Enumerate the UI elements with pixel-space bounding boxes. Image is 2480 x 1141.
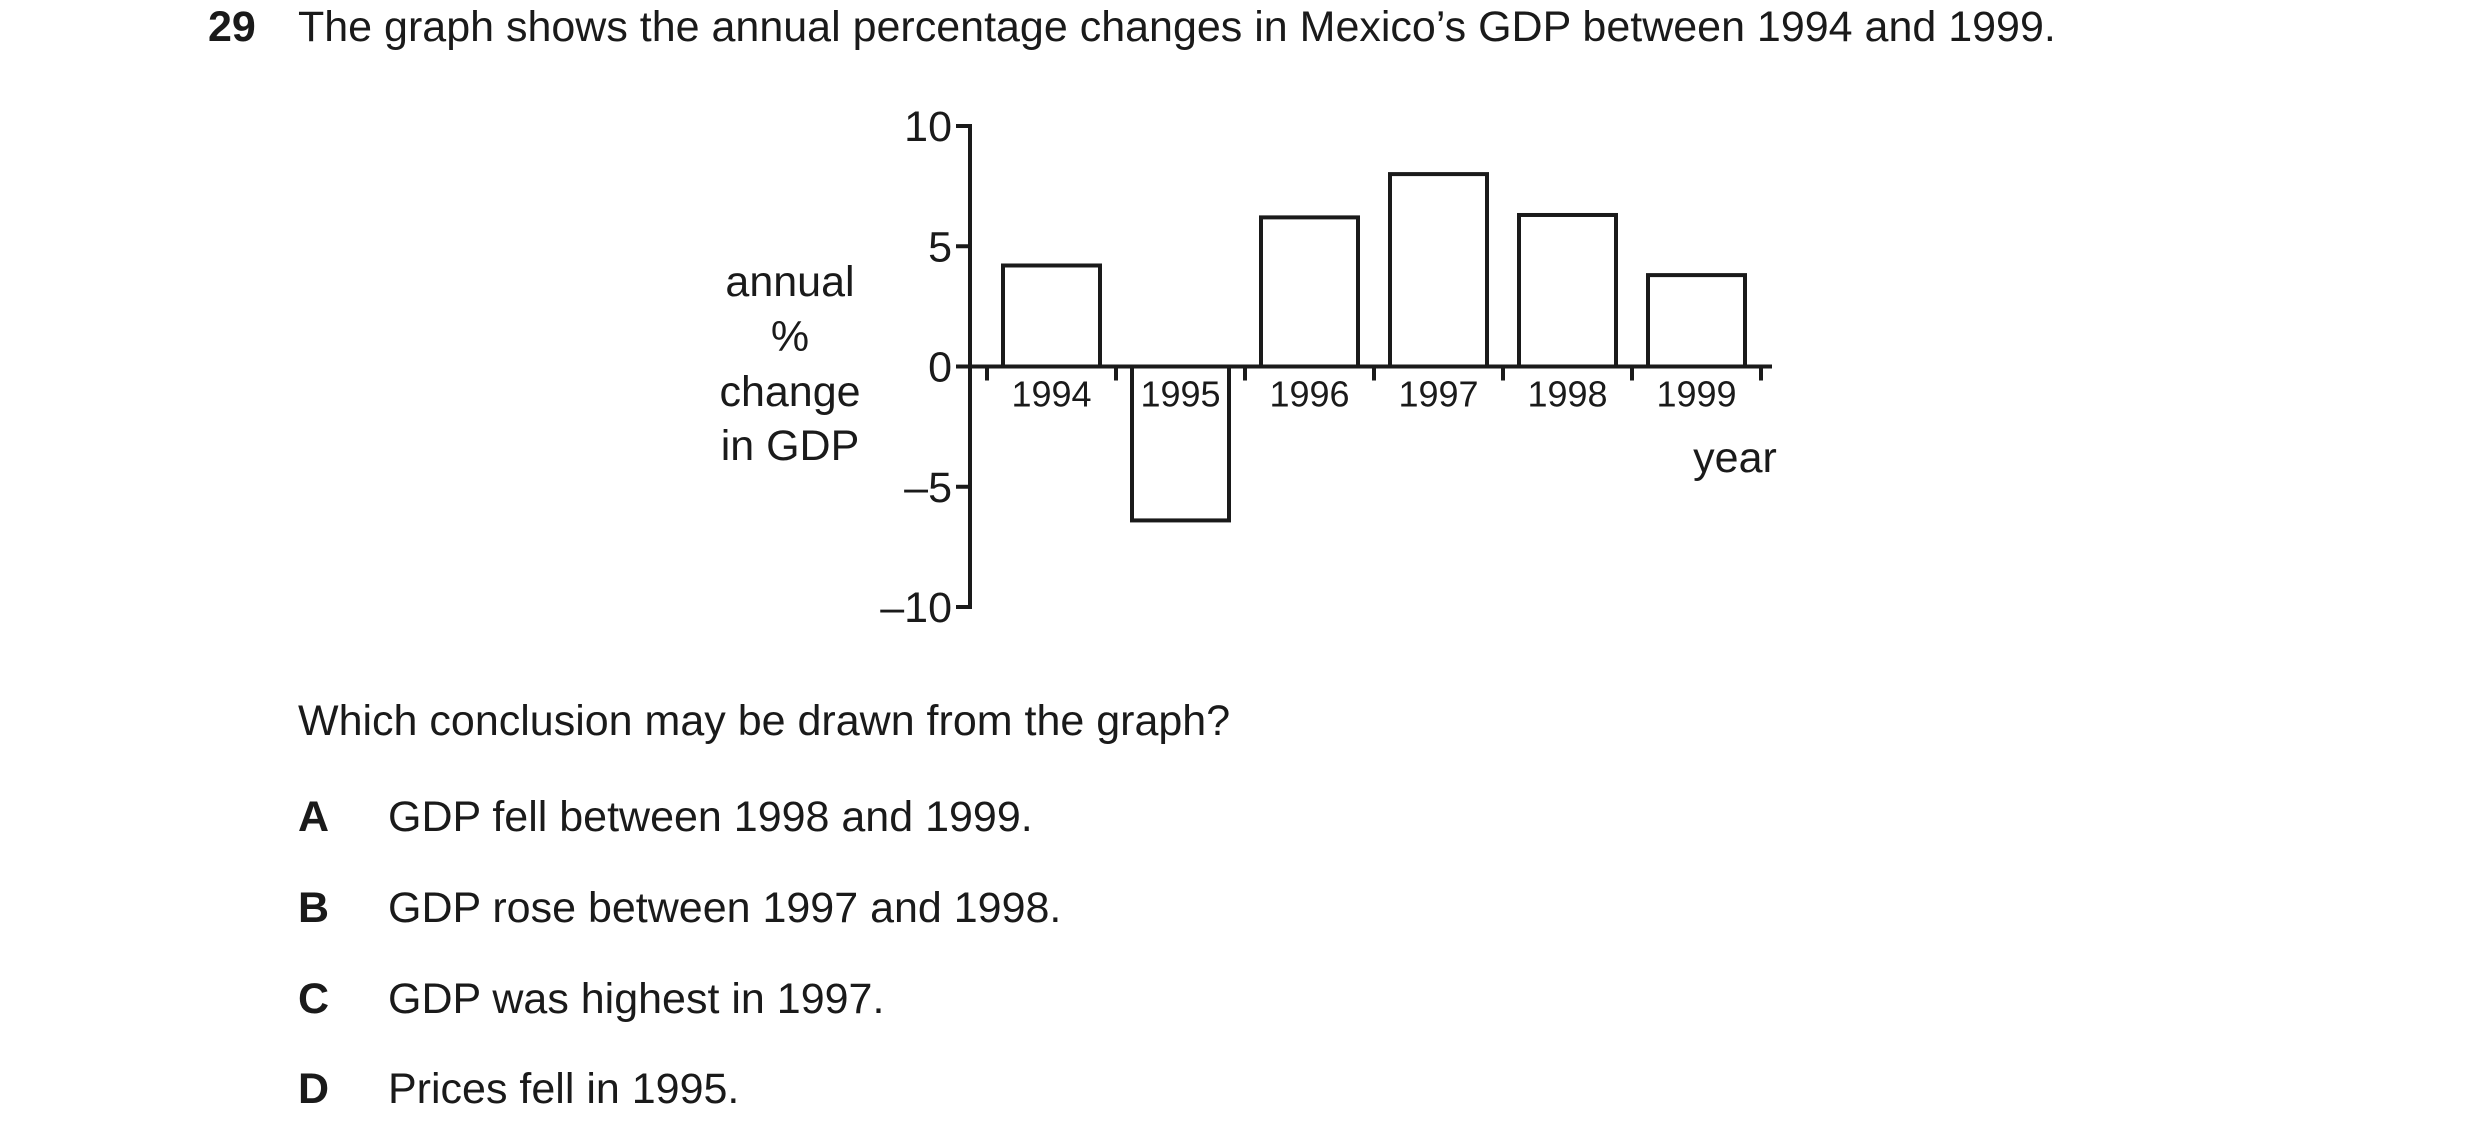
option-a[interactable]: A GDP fell between 1998 and 1999. bbox=[298, 792, 1033, 842]
gdp-bar-chart: annual% change in GDP 1994 1995 1996 1997 1998… bbox=[719, 103, 1777, 632]
bar-1995 bbox=[1130, 364, 1231, 523]
y-axis-label-line: in GDP bbox=[721, 422, 860, 470]
y-tick-label: 5 bbox=[928, 223, 952, 271]
x-axis-ticks: 1994 1995 1996 1997 1998 1999 bbox=[985, 366, 1763, 415]
x-tick-label: 1997 bbox=[1398, 374, 1478, 415]
bar-1996 bbox=[1259, 215, 1360, 369]
y-tick-label: –5 bbox=[904, 464, 952, 512]
x-tick-label: 1994 bbox=[1011, 374, 1091, 415]
option-text: GDP fell between 1998 and 1999. bbox=[388, 793, 1033, 841]
y-tick-label: 0 bbox=[928, 344, 952, 392]
x-axis-label: year bbox=[1693, 434, 1777, 482]
bar-1997 bbox=[1388, 172, 1489, 369]
y-tick-label: 10 bbox=[904, 103, 952, 151]
bar-1998 bbox=[1517, 212, 1618, 369]
bars-group bbox=[1001, 172, 1747, 523]
option-c[interactable]: C GDP was highest in 1997. bbox=[298, 974, 884, 1024]
bar-1999 bbox=[1646, 273, 1747, 369]
option-letter: B bbox=[298, 884, 330, 932]
option-letter: C bbox=[298, 975, 330, 1023]
option-letter: A bbox=[298, 793, 330, 841]
y-axis-label-line: change bbox=[719, 368, 860, 416]
option-text: GDP rose between 1997 and 1998. bbox=[388, 884, 1062, 932]
bar-1994 bbox=[1001, 263, 1102, 369]
y-axis-ticks: 10 5 0 –5 –10 bbox=[880, 103, 970, 632]
question-text: The graph shows the annual percentage ch… bbox=[298, 3, 2056, 51]
y-axis-label-line: annual bbox=[725, 258, 854, 306]
option-b[interactable]: B GDP rose between 1997 and 1998. bbox=[298, 883, 1061, 933]
y-tick-label: –10 bbox=[880, 584, 952, 632]
x-tick-label: 1995 bbox=[1140, 374, 1220, 415]
x-tick-label: 1996 bbox=[1269, 374, 1349, 415]
question-prompt: Which conclusion may be drawn from the g… bbox=[298, 697, 1231, 745]
option-text: GDP was highest in 1997. bbox=[388, 975, 885, 1023]
x-tick-label: 1999 bbox=[1656, 374, 1736, 415]
x-tick-label: 1998 bbox=[1527, 374, 1607, 415]
question-number: 29 bbox=[208, 3, 256, 51]
option-text: Prices fell in 1995. bbox=[388, 1065, 740, 1113]
y-axis-label: annual% change in GDP bbox=[719, 258, 860, 470]
option-letter: D bbox=[298, 1065, 330, 1113]
option-d[interactable]: D Prices fell in 1995. bbox=[298, 1064, 739, 1114]
y-axis-label-line: % bbox=[771, 313, 809, 361]
